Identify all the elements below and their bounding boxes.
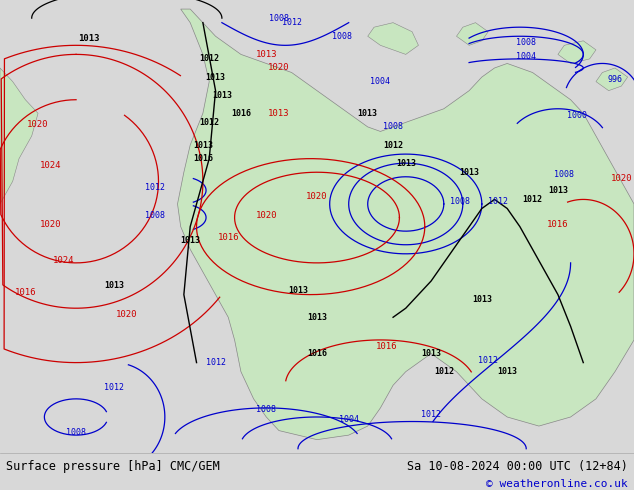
Text: 1013: 1013 xyxy=(421,349,441,358)
Text: 1012: 1012 xyxy=(434,367,454,376)
Text: 1013: 1013 xyxy=(307,313,327,322)
Text: 1004: 1004 xyxy=(339,415,359,423)
Text: 1013: 1013 xyxy=(104,281,124,290)
Text: 1008: 1008 xyxy=(383,122,403,131)
Text: 1016: 1016 xyxy=(376,342,398,351)
Text: 1012: 1012 xyxy=(199,54,219,63)
Text: 1004: 1004 xyxy=(516,52,536,61)
Text: 1016: 1016 xyxy=(231,109,251,118)
Polygon shape xyxy=(368,23,418,54)
Polygon shape xyxy=(558,41,596,64)
Text: 1013: 1013 xyxy=(548,186,568,195)
Polygon shape xyxy=(596,68,628,91)
Text: 1008: 1008 xyxy=(66,428,86,437)
Text: 1020: 1020 xyxy=(268,64,290,73)
Text: 1020: 1020 xyxy=(40,220,61,229)
Text: 1008: 1008 xyxy=(516,38,536,48)
Text: Sa 10-08-2024 00:00 UTC (12+84): Sa 10-08-2024 00:00 UTC (12+84) xyxy=(407,460,628,473)
Polygon shape xyxy=(178,9,634,440)
Text: 996: 996 xyxy=(607,74,623,84)
Text: 1016: 1016 xyxy=(547,220,569,229)
Polygon shape xyxy=(456,23,488,46)
Text: 1008: 1008 xyxy=(450,197,470,206)
Text: 1020: 1020 xyxy=(116,310,138,319)
Text: 1012: 1012 xyxy=(383,141,403,149)
Text: 1013: 1013 xyxy=(472,294,492,304)
Text: 1012: 1012 xyxy=(478,356,498,365)
Text: 1024: 1024 xyxy=(40,161,61,170)
Text: 1012: 1012 xyxy=(145,183,165,193)
Text: 1012: 1012 xyxy=(199,118,219,127)
Text: 1012: 1012 xyxy=(522,195,543,204)
Text: © weatheronline.co.uk: © weatheronline.co.uk xyxy=(486,480,628,490)
Text: 1013: 1013 xyxy=(193,141,213,149)
Text: Surface pressure [hPa] CMC/GEM: Surface pressure [hPa] CMC/GEM xyxy=(6,460,220,473)
Text: 1013: 1013 xyxy=(268,109,290,118)
Text: 1020: 1020 xyxy=(27,120,49,129)
Text: 1016: 1016 xyxy=(193,154,213,163)
Text: 1016: 1016 xyxy=(15,288,36,296)
Text: 1012: 1012 xyxy=(421,410,441,419)
Text: 1013: 1013 xyxy=(358,109,378,118)
Text: 1012: 1012 xyxy=(104,383,124,392)
Text: 1008: 1008 xyxy=(256,405,276,415)
Polygon shape xyxy=(0,68,38,204)
Text: 1016: 1016 xyxy=(307,349,327,358)
Text: 1013: 1013 xyxy=(288,286,308,294)
Text: 1013: 1013 xyxy=(396,159,416,168)
Text: 1013: 1013 xyxy=(459,168,479,177)
Text: 1008: 1008 xyxy=(145,211,165,220)
Text: 1012: 1012 xyxy=(281,18,302,27)
Text: 1013: 1013 xyxy=(256,50,277,59)
Text: 1020: 1020 xyxy=(256,211,277,220)
Text: 1013: 1013 xyxy=(78,34,100,43)
Text: 1024: 1024 xyxy=(53,256,74,265)
Text: 1013: 1013 xyxy=(212,91,232,99)
Text: 1004: 1004 xyxy=(370,77,391,86)
Text: 1008: 1008 xyxy=(554,170,574,179)
Text: 1012: 1012 xyxy=(488,197,508,206)
Text: 1000: 1000 xyxy=(567,111,587,120)
Text: 1020: 1020 xyxy=(611,174,632,183)
Text: 1020: 1020 xyxy=(306,193,328,201)
Text: 1008: 1008 xyxy=(269,14,289,23)
Text: 1008: 1008 xyxy=(332,32,353,41)
Text: 1016: 1016 xyxy=(217,233,239,242)
Text: 1013: 1013 xyxy=(205,73,226,81)
Text: 1012: 1012 xyxy=(205,358,226,367)
Text: 1013: 1013 xyxy=(497,367,517,376)
Text: 1013: 1013 xyxy=(180,236,200,245)
